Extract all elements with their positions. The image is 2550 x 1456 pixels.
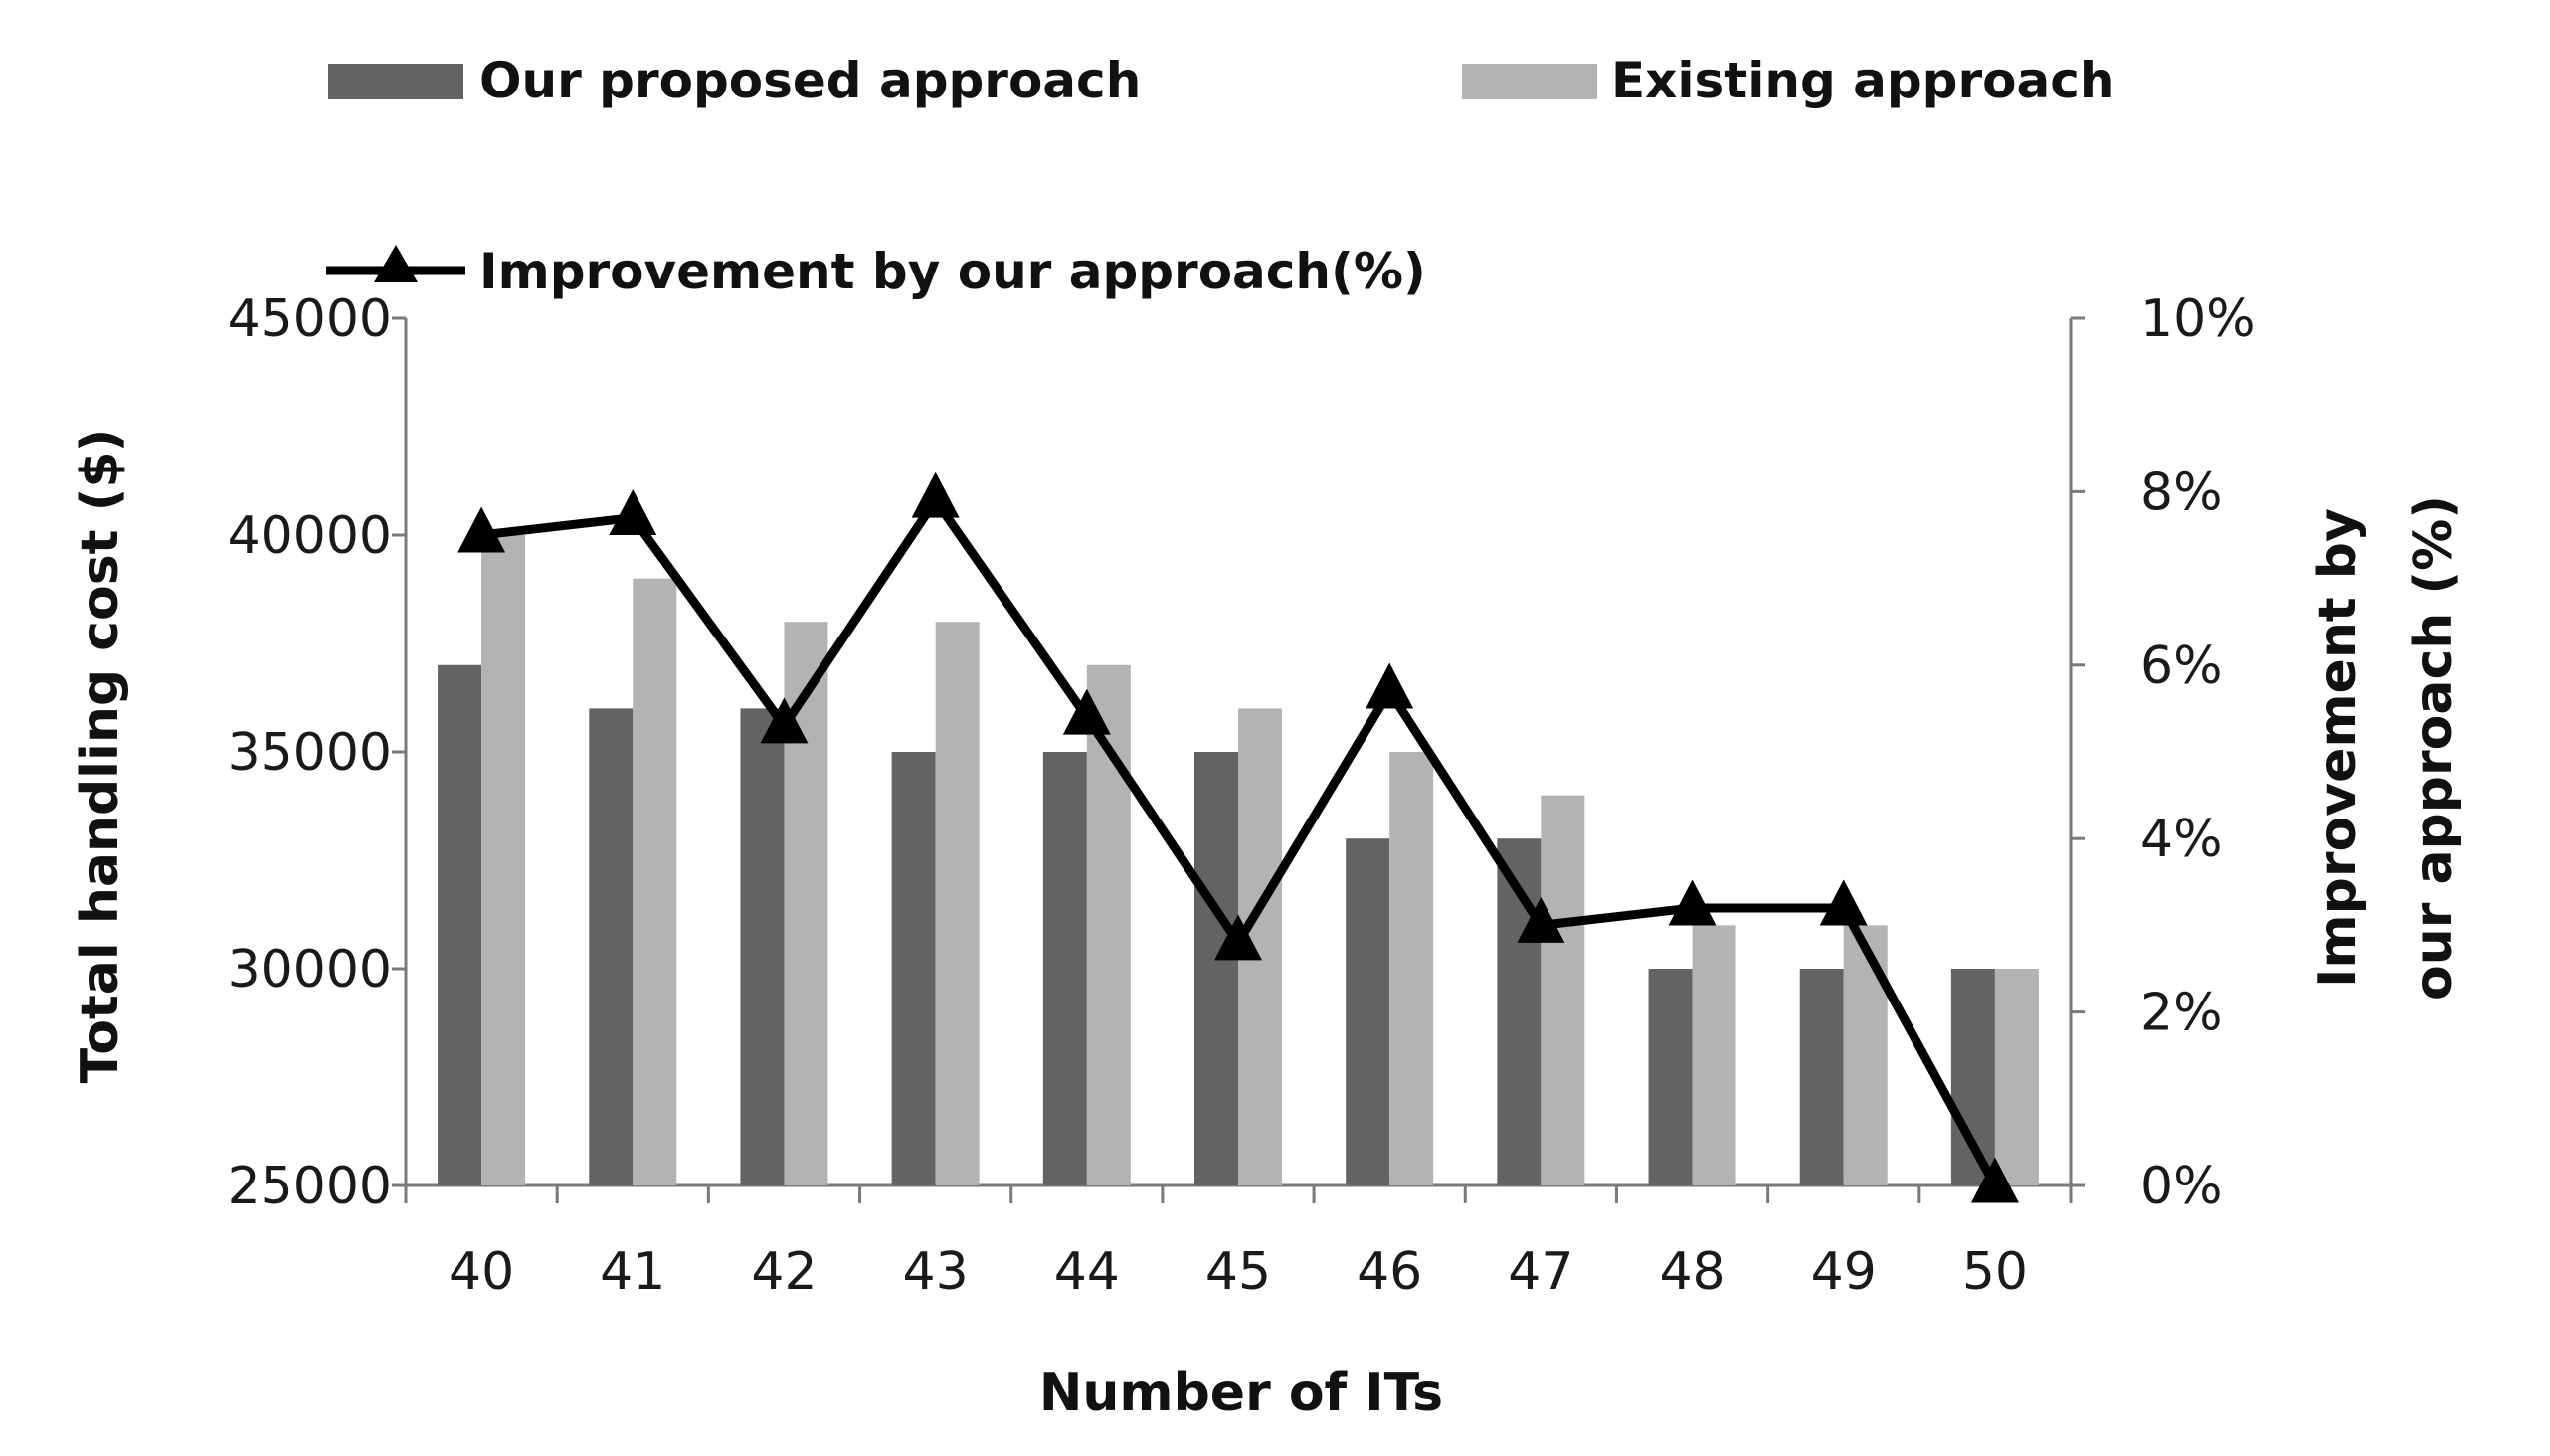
right-axis-ticks: 0% 2% 4% 6% 8% 10% — [2071, 289, 2256, 1216]
legend-swatch-proposed — [328, 64, 463, 99]
improvement-point — [760, 697, 809, 744]
x-tick-label: 47 — [1508, 1242, 1573, 1302]
legend-marker-triangle-icon — [374, 245, 418, 282]
x-tick-label: 49 — [1811, 1242, 1877, 1302]
right-tick-label: 4% — [2140, 810, 2223, 869]
improvement-point — [1517, 896, 1565, 943]
right-tick-label: 10% — [2140, 289, 2256, 349]
x-tick-label: 50 — [1962, 1242, 2028, 1302]
bar-proposed — [1194, 752, 1238, 1185]
improvement-point — [911, 471, 960, 518]
x-tick-label: 43 — [903, 1242, 969, 1302]
x-tick-label: 45 — [1205, 1242, 1271, 1302]
improvement-point — [609, 489, 657, 536]
right-tick-label: 6% — [2140, 637, 2223, 696]
right-tick-label: 0% — [2140, 1157, 2223, 1216]
bar-existing — [784, 622, 828, 1185]
bar-existing — [1843, 925, 1888, 1185]
bar-existing — [481, 535, 526, 1185]
left-tick-label: 35000 — [228, 723, 392, 783]
x-tick-label: 48 — [1659, 1242, 1725, 1302]
improvement-point — [1970, 1157, 2019, 1203]
bar-existing — [1692, 925, 1736, 1185]
legend-label-proposed: Our proposed approach — [479, 52, 1141, 109]
improvement-point — [1668, 879, 1717, 926]
left-tick-label: 25000 — [228, 1157, 392, 1216]
bar-existing — [1541, 795, 1585, 1185]
improvement-line-series — [457, 471, 2019, 1203]
legend-label-improvement: Improvement by our approach(%) — [479, 243, 1426, 300]
left-tick-label: 40000 — [228, 506, 392, 566]
right-tick-label: 2% — [2140, 984, 2223, 1043]
x-axis-title: Number of ITs — [1039, 1364, 1443, 1423]
x-tick-label: 46 — [1357, 1242, 1422, 1302]
y-axis-title: Total handling cost ($) — [71, 429, 130, 1084]
left-tick-label: 30000 — [228, 940, 392, 1000]
x-tick-label: 40 — [449, 1242, 514, 1302]
bar-proposed — [1042, 752, 1087, 1185]
improvement-point — [1214, 914, 1262, 961]
bar-proposed — [1648, 969, 1693, 1185]
bar-proposed — [1346, 838, 1390, 1185]
improvement-point — [457, 506, 506, 553]
y2-axis-title-line2: our approach (%) — [2404, 495, 2463, 1001]
left-tick-label: 45000 — [228, 289, 392, 349]
bar-existing — [935, 622, 980, 1185]
bar-proposed — [740, 708, 785, 1185]
x-tick-label: 42 — [751, 1242, 817, 1302]
x-axis-ticks: 40 41 42 43 44 45 46 47 48 49 50 — [404, 1185, 2073, 1302]
bar-proposed — [1799, 969, 1844, 1185]
improvement-point — [1819, 879, 1868, 926]
bar-proposed — [589, 708, 634, 1185]
legend-swatch-existing — [1462, 64, 1597, 99]
bar-existing — [1994, 969, 2039, 1185]
legend-label-existing: Existing approach — [1611, 52, 2114, 109]
bar-proposed — [438, 664, 482, 1185]
legend: Our proposed approach Existing approach … — [326, 52, 2114, 300]
x-tick-label: 41 — [600, 1242, 665, 1302]
bar-existing — [633, 578, 677, 1185]
y2-axis-title-line1: Improvement by — [2308, 508, 2368, 988]
bar-proposed — [891, 752, 936, 1185]
right-tick-label: 8% — [2140, 462, 2223, 522]
improvement-point — [1062, 688, 1111, 735]
x-tick-label: 44 — [1054, 1242, 1120, 1302]
improvement-point — [1366, 662, 1414, 709]
left-axis-ticks: 25000 30000 35000 40000 45000 — [228, 289, 406, 1216]
bars — [438, 535, 2039, 1185]
bar-existing — [1389, 752, 1434, 1185]
